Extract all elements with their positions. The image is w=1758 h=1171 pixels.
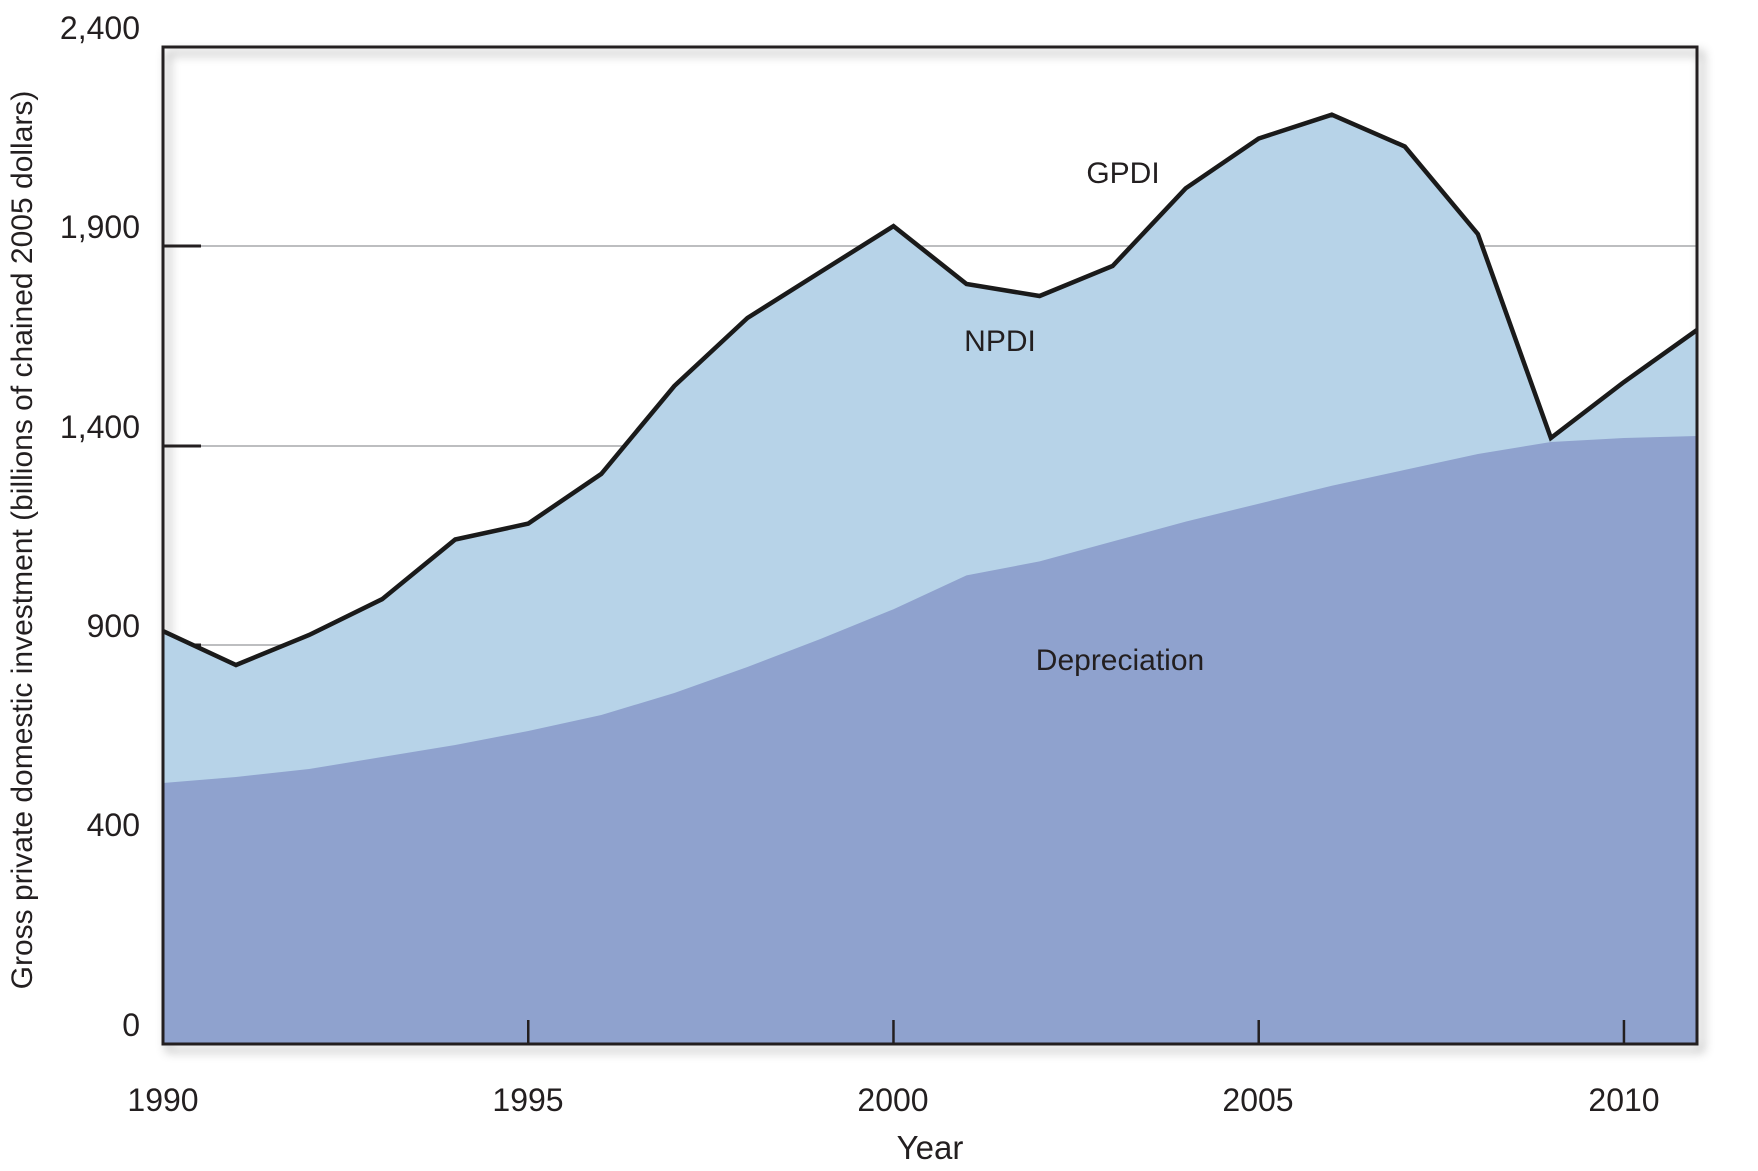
- x-tick-label-2000: 2000: [857, 1082, 929, 1118]
- gpdi-series-label: GPDI: [1086, 157, 1160, 190]
- y-tick-label-900: 900: [86, 608, 140, 644]
- plot-frame: [161, 45, 1699, 1046]
- y-tick-label-0: 0: [122, 1007, 140, 1043]
- x-axis-title: Year: [896, 1129, 964, 1166]
- x-axis-tick-marks: [526, 1020, 1626, 1044]
- depreciation-dark-area: [163, 436, 1697, 1044]
- y-tick-label-2400: 2,400: [59, 10, 140, 46]
- x-tick-label-2010: 2010: [1588, 1082, 1660, 1118]
- y-tick-label-400: 400: [86, 807, 140, 843]
- gpdi-top-line: [162, 112, 1699, 668]
- x-tick-label-1995: 1995: [492, 1082, 564, 1118]
- npdi-series-label: NPDI: [964, 325, 1036, 358]
- y-tick-label-1400: 1,400: [59, 409, 140, 445]
- y-tick-label-1900: 1,900: [59, 209, 140, 245]
- depreciation-series-label: Depreciation: [1035, 644, 1205, 677]
- x-tick-label-2005: 2005: [1222, 1082, 1294, 1118]
- x-tick-label-1990: 1990: [127, 1082, 199, 1118]
